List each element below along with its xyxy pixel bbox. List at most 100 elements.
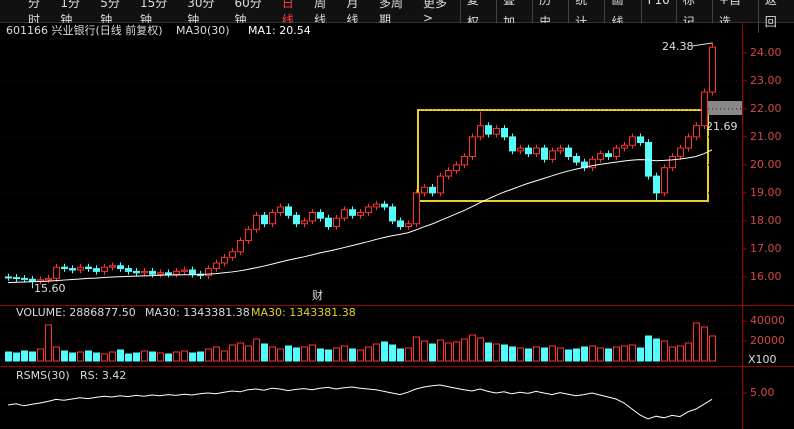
candle-body	[613, 147, 620, 157]
volume-bar	[269, 346, 276, 362]
volume-bar	[221, 350, 228, 362]
candle-body	[693, 125, 700, 138]
candle-body	[453, 164, 460, 172]
volume-bar	[389, 344, 396, 362]
y-tick-label: 16.00	[750, 270, 782, 283]
candle-body	[253, 214, 260, 230]
candle-body	[597, 153, 604, 160]
candle-body	[221, 256, 228, 264]
volume-bar	[413, 336, 420, 362]
candle-body	[245, 228, 252, 242]
candle-body	[69, 268, 76, 271]
volume-bar	[373, 343, 380, 362]
volume-bar	[29, 351, 36, 362]
candle-body	[325, 217, 332, 228]
volume-title: VOLUME: 2886877.50	[16, 306, 136, 319]
candle-body	[141, 270, 148, 274]
candle-body	[157, 272, 164, 275]
candle-body	[341, 209, 348, 219]
volume-bar	[669, 346, 676, 362]
candle-body	[285, 206, 292, 216]
volume-bar	[381, 341, 388, 362]
volume-bar	[341, 345, 348, 362]
volume-bar	[685, 342, 692, 362]
candle-body	[437, 175, 444, 194]
volume-bar	[549, 345, 556, 362]
period-tab[interactable]: 更多 >	[423, 0, 448, 25]
candle-body	[261, 214, 268, 225]
volume-bar	[349, 348, 356, 362]
candle-body	[109, 265, 116, 268]
candle-body	[637, 136, 644, 143]
volume-bar	[533, 346, 540, 362]
y-tick-label: 24.00	[750, 46, 782, 59]
candle-body	[85, 266, 92, 270]
candle-body	[677, 147, 684, 157]
volume-bar	[469, 334, 476, 362]
volume-bar	[229, 344, 236, 362]
y-tick-label: 40000	[750, 314, 785, 327]
volume-bar	[165, 353, 172, 362]
candle-body	[301, 220, 308, 225]
candle-body	[469, 136, 476, 157]
candle-body	[445, 170, 452, 177]
y-tick-label: 18.00	[750, 214, 782, 227]
indicator-name: MA30(30)	[176, 24, 230, 37]
volume-bar	[437, 339, 444, 362]
volume-bar	[365, 346, 372, 362]
volume-bar	[141, 350, 148, 362]
tool-button[interactable]: 返回	[757, 0, 794, 33]
y-tick-label: 19.00	[750, 186, 782, 199]
volume-bar	[581, 346, 588, 362]
candle-body	[269, 212, 276, 225]
candle-body	[629, 136, 636, 146]
candle-body	[701, 91, 708, 127]
candle-body	[173, 270, 180, 275]
volume-bar	[709, 335, 716, 362]
tool-button[interactable]: F10	[640, 0, 676, 33]
candle-body	[493, 127, 500, 135]
candle-body	[53, 266, 60, 279]
candle-body	[477, 125, 484, 138]
volume-bar	[85, 350, 92, 362]
volume-bar	[325, 349, 332, 362]
volume-bar	[557, 347, 564, 362]
candle-body	[93, 268, 100, 272]
candle-body	[517, 147, 524, 152]
volume-bar	[261, 343, 268, 362]
price-marker	[703, 101, 742, 115]
chart-title: 601166 兴业银行(日线 前复权)	[6, 23, 163, 37]
volume-bar	[453, 341, 460, 362]
volume-bar	[405, 347, 412, 362]
y-tick-label: 20.00	[750, 158, 782, 171]
volume-bar	[485, 342, 492, 362]
volume-bar	[61, 350, 68, 362]
candle-body	[61, 266, 68, 270]
volume-bar	[301, 346, 308, 362]
candle-body	[549, 150, 556, 160]
volume-bar	[477, 337, 484, 362]
volume-bar	[621, 345, 628, 362]
drawn-box	[417, 109, 709, 202]
candle-body	[29, 278, 36, 282]
candle-body	[405, 223, 412, 228]
candle-body	[101, 266, 108, 272]
candle-body	[77, 266, 84, 271]
candle-body	[165, 272, 172, 275]
volume-bar	[213, 346, 220, 362]
candle-body	[381, 203, 388, 208]
volume-bar	[149, 351, 156, 362]
volume-bar	[101, 353, 108, 362]
candle-body	[125, 268, 132, 272]
volume-bar	[357, 349, 364, 362]
rs-title: RSMS(30)	[16, 369, 70, 382]
candle-body	[413, 192, 420, 225]
annotation: 财	[312, 288, 323, 302]
volume-bar	[77, 351, 84, 362]
volume-bar	[293, 347, 300, 362]
candle-body	[661, 167, 668, 194]
candle-body	[645, 141, 652, 177]
rs-value: RS: 3.42	[80, 369, 126, 382]
candle-body	[485, 125, 492, 135]
